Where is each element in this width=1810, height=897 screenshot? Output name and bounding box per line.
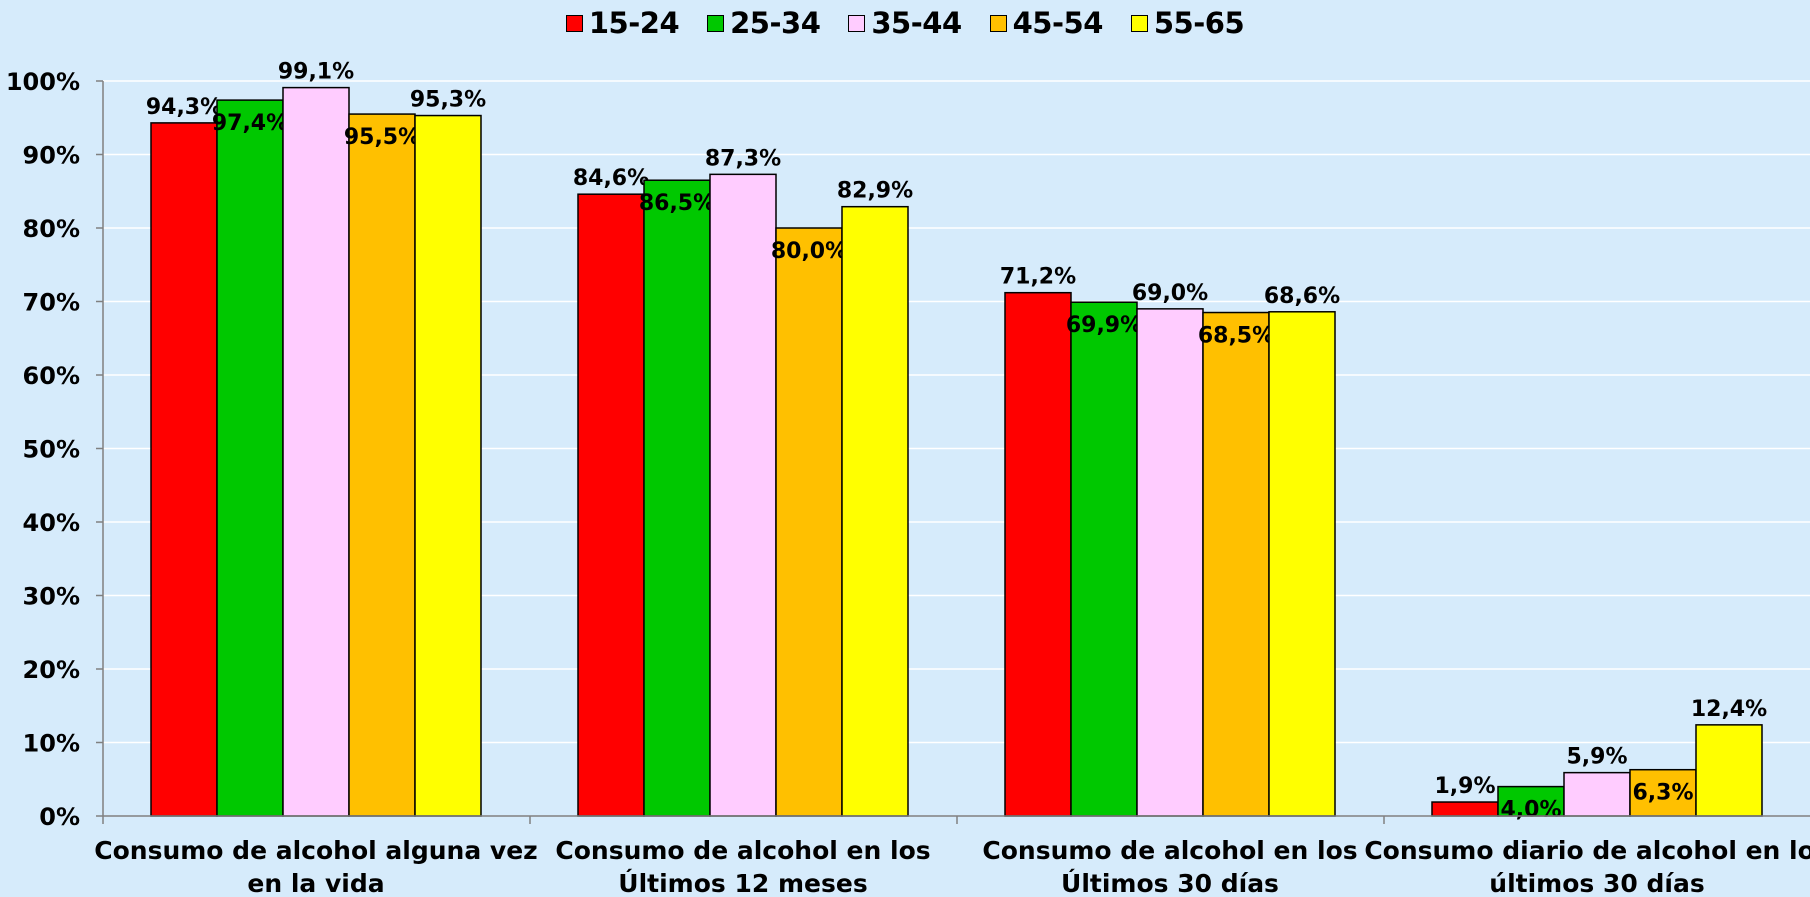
y-tick-label: 90%: [23, 142, 80, 170]
bar-35-44-0: [282, 86, 350, 817]
y-tick-label: 0%: [39, 803, 80, 831]
bar-15-24-1: [577, 193, 645, 817]
bar-55-65-2: [1268, 311, 1336, 817]
bar-15-24-3: [1431, 801, 1499, 817]
data-label: 68,5%: [1198, 324, 1274, 349]
x-tick-label: Últimos 30 días: [1061, 868, 1279, 897]
legend-swatch: [707, 14, 725, 32]
y-tick-label: 20%: [23, 656, 80, 684]
x-tick-label: Consumo diario de alcohol en los: [1364, 836, 1810, 865]
bar-25-34-1: [643, 179, 711, 817]
bar-55-65-0: [414, 114, 482, 817]
bar-35-44-1: [709, 173, 777, 817]
legend-label: 15-24: [588, 6, 680, 40]
data-label: 99,1%: [278, 60, 354, 85]
data-label: 1,9%: [1434, 774, 1495, 799]
x-tick-label: Últimos 12 meses: [618, 868, 867, 897]
legend-item: 15-24: [565, 6, 680, 40]
y-tick-label: 10%: [23, 730, 80, 758]
legend-swatch: [1130, 14, 1148, 32]
data-label: 95,5%: [344, 125, 420, 150]
bar-55-65-3: [1695, 724, 1763, 817]
bar-35-44-2: [1136, 308, 1204, 817]
y-tick-label: 70%: [23, 289, 80, 317]
x-tick-label: últimos 30 días: [1489, 869, 1704, 897]
data-label: 80,0%: [771, 239, 847, 264]
legend-label: 55-65: [1153, 6, 1245, 40]
legend-label: 25-34: [730, 6, 821, 40]
bar-15-24-0: [150, 122, 218, 817]
data-label: 6,3%: [1632, 781, 1693, 806]
data-label: 68,6%: [1264, 284, 1340, 309]
bar-55-65-1: [841, 205, 909, 817]
bar-35-44-3: [1563, 771, 1631, 817]
legend-label: 45-54: [1012, 6, 1104, 40]
bar-45-54-1: [775, 227, 843, 817]
data-label: 5,9%: [1566, 745, 1627, 770]
data-label: 94,3%: [146, 95, 222, 120]
data-label: 4,0%: [1500, 798, 1561, 823]
data-label: 12,4%: [1691, 697, 1767, 722]
bar-45-54-3: [1629, 768, 1697, 817]
y-tick-label: 30%: [23, 583, 80, 611]
legend-item: 35-44: [848, 6, 962, 40]
legend-item: 45-54: [989, 6, 1104, 40]
y-tick-label: 50%: [23, 436, 80, 464]
legend-swatch: [565, 14, 583, 32]
data-label: 97,4%: [212, 111, 288, 136]
data-label: 84,6%: [573, 166, 649, 191]
data-label: 69,0%: [1132, 281, 1208, 306]
y-tick-label: 60%: [23, 362, 80, 390]
x-tick-label: Consumo de alcohol en los: [982, 836, 1357, 865]
bar-45-54-0: [348, 113, 416, 817]
legend-swatch: [848, 14, 866, 32]
data-label: 87,3%: [705, 146, 781, 171]
y-tick-label: 80%: [23, 215, 80, 243]
legend-label: 35-44: [871, 6, 962, 40]
x-tick-label: Consumo de alcohol alguna vez: [94, 836, 537, 865]
y-tick-label: 40%: [23, 509, 80, 537]
legend: 15-24 25-34 35-44 45-54 55-65: [0, 6, 1810, 40]
bar-45-54-2: [1202, 311, 1270, 817]
bar-15-24-2: [1004, 291, 1072, 817]
legend-swatch: [989, 14, 1007, 32]
x-tick-label: en la vida: [247, 869, 384, 897]
bar-25-34-0: [216, 99, 284, 817]
legend-item: 55-65: [1130, 6, 1245, 40]
bar-25-34-2: [1070, 301, 1138, 817]
data-label: 95,3%: [410, 88, 486, 113]
y-tick-label: 100%: [6, 68, 80, 96]
x-tick-label: Consumo de alcohol en los: [555, 836, 930, 865]
data-label: 82,9%: [837, 179, 913, 204]
legend-item: 25-34: [707, 6, 821, 40]
data-label: 86,5%: [639, 191, 715, 216]
data-label: 71,2%: [1000, 265, 1076, 290]
data-label: 69,9%: [1066, 313, 1142, 338]
